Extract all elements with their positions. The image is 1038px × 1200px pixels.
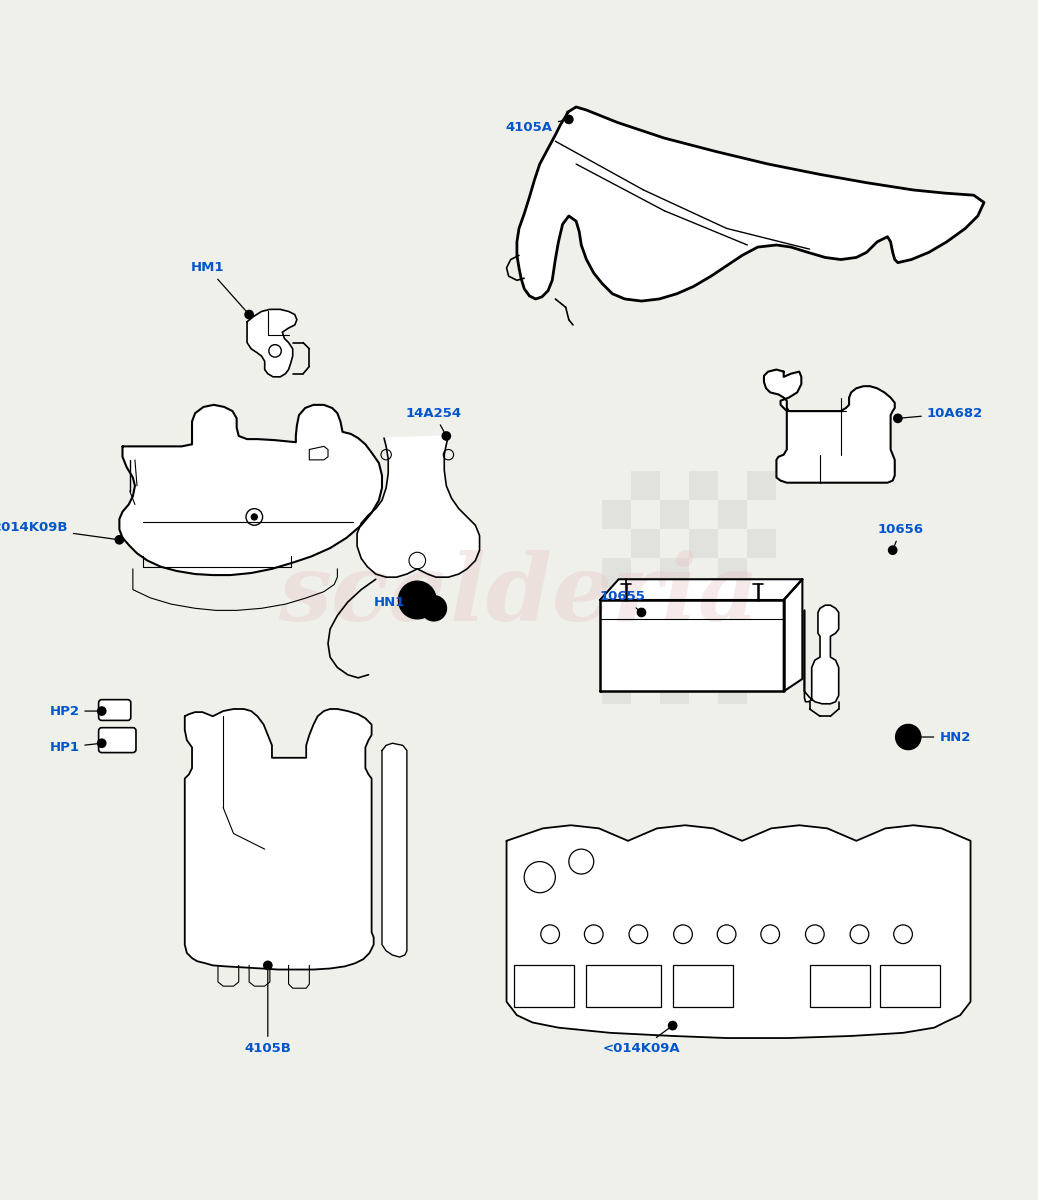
Bar xyxy=(514,965,574,1007)
Bar xyxy=(631,588,660,617)
Text: HP1: HP1 xyxy=(50,740,99,754)
Text: HM1: HM1 xyxy=(191,262,247,312)
Polygon shape xyxy=(357,436,480,577)
Polygon shape xyxy=(247,310,297,377)
Bar xyxy=(602,674,631,703)
Bar xyxy=(673,965,733,1007)
Polygon shape xyxy=(119,404,382,575)
Circle shape xyxy=(442,432,450,440)
Bar xyxy=(631,646,660,674)
Bar xyxy=(602,500,631,529)
Bar xyxy=(602,558,631,588)
Bar xyxy=(586,965,661,1007)
Bar xyxy=(689,646,718,674)
Bar xyxy=(718,674,747,703)
Bar xyxy=(747,588,776,617)
Bar xyxy=(747,472,776,500)
Text: 10655: 10655 xyxy=(600,590,646,611)
Polygon shape xyxy=(507,826,971,1038)
FancyBboxPatch shape xyxy=(99,727,136,752)
Polygon shape xyxy=(517,107,984,301)
FancyBboxPatch shape xyxy=(99,700,131,720)
Circle shape xyxy=(98,707,106,715)
Circle shape xyxy=(894,414,902,422)
Circle shape xyxy=(637,608,646,617)
Bar xyxy=(660,674,689,703)
Text: 10A682: 10A682 xyxy=(901,407,983,420)
Circle shape xyxy=(430,604,438,612)
Text: <014K09B: <014K09B xyxy=(0,521,116,540)
Bar xyxy=(718,500,747,529)
Circle shape xyxy=(565,115,573,124)
Bar xyxy=(689,472,718,500)
Text: 14A254: 14A254 xyxy=(406,407,462,433)
Text: HN2: HN2 xyxy=(911,731,971,744)
Bar xyxy=(631,529,660,558)
Circle shape xyxy=(245,311,253,319)
Bar xyxy=(660,500,689,529)
Circle shape xyxy=(904,733,912,742)
Circle shape xyxy=(896,725,921,750)
Circle shape xyxy=(115,535,124,544)
Bar xyxy=(880,965,940,1007)
Text: <014K09A: <014K09A xyxy=(603,1027,680,1055)
Circle shape xyxy=(98,739,106,748)
Bar xyxy=(660,558,689,588)
Circle shape xyxy=(399,581,436,619)
Polygon shape xyxy=(185,709,374,970)
Text: HN1: HN1 xyxy=(374,595,431,608)
Circle shape xyxy=(251,514,257,520)
Circle shape xyxy=(264,961,272,970)
Bar xyxy=(660,617,689,646)
Text: scalderia: scalderia xyxy=(278,550,760,640)
Bar xyxy=(631,472,660,500)
Circle shape xyxy=(668,1021,677,1030)
Bar xyxy=(602,617,631,646)
Text: HP2: HP2 xyxy=(50,704,99,718)
Polygon shape xyxy=(784,580,802,691)
Bar xyxy=(718,558,747,588)
Bar xyxy=(689,588,718,617)
Circle shape xyxy=(431,605,437,612)
Polygon shape xyxy=(804,605,839,703)
Bar xyxy=(747,529,776,558)
Bar xyxy=(747,646,776,674)
Text: 4105A: 4105A xyxy=(506,120,566,134)
Polygon shape xyxy=(382,743,407,958)
Polygon shape xyxy=(764,370,895,482)
Bar xyxy=(718,617,747,646)
Bar xyxy=(810,965,870,1007)
Circle shape xyxy=(905,734,911,740)
Polygon shape xyxy=(600,600,784,691)
Text: 10656: 10656 xyxy=(878,523,924,547)
Polygon shape xyxy=(600,580,802,600)
Bar xyxy=(689,529,718,558)
Circle shape xyxy=(421,596,446,620)
Text: 4105B: 4105B xyxy=(244,968,292,1055)
Circle shape xyxy=(889,546,897,554)
